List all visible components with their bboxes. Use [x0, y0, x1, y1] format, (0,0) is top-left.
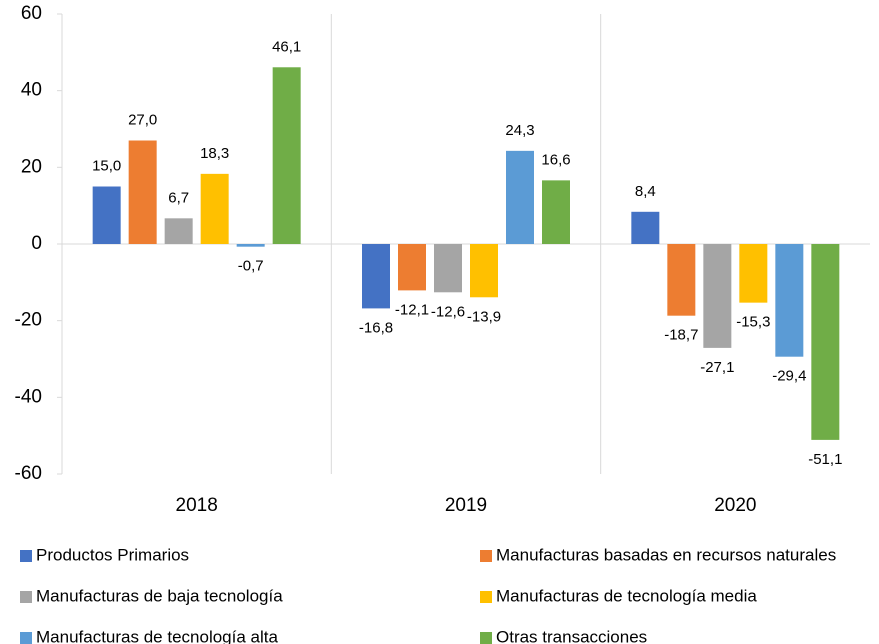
x-tick-label: 2020	[714, 495, 756, 516]
data-label: -0,7	[238, 258, 264, 275]
legend-swatch	[20, 591, 32, 603]
bar	[398, 244, 426, 291]
legend-label: Manufacturas basadas en recursos natural…	[496, 545, 836, 564]
data-label: 16,6	[541, 151, 570, 168]
legend-label: Manufacturas de tecnología alta	[36, 627, 278, 644]
data-label: -12,1	[395, 301, 429, 318]
data-label: 15,0	[92, 157, 121, 174]
bar	[362, 244, 390, 309]
legend-swatch	[480, 591, 492, 603]
y-tick-label: -40	[15, 386, 42, 407]
bar	[811, 244, 840, 440]
legend-swatch	[480, 550, 492, 562]
bar	[739, 244, 768, 303]
bar	[542, 180, 570, 244]
bar	[92, 186, 121, 244]
data-label: 46,1	[272, 38, 301, 55]
data-label: 8,4	[635, 183, 656, 200]
data-label: -51,1	[808, 451, 842, 468]
data-label: -29,4	[772, 368, 806, 385]
data-label: 24,3	[505, 122, 534, 139]
bar	[703, 244, 732, 348]
x-tick-label: 2018	[176, 495, 218, 516]
bar	[434, 244, 462, 293]
y-tick-label: -20	[15, 310, 42, 331]
data-label: 27,0	[128, 111, 157, 128]
data-label: -12,6	[431, 303, 465, 320]
y-tick-label: 60	[21, 3, 42, 24]
y-tick-label: 0	[31, 233, 42, 254]
bar	[506, 150, 534, 244]
legend-swatch	[480, 632, 492, 644]
bar	[775, 244, 804, 357]
bar	[164, 218, 193, 244]
data-label: -16,8	[359, 319, 393, 336]
legend-label: Manufacturas de tecnología media	[496, 586, 757, 605]
bar	[236, 244, 265, 247]
y-tick-label: -60	[15, 463, 42, 484]
data-label: -15,3	[736, 314, 770, 331]
data-label: 6,7	[168, 189, 189, 206]
x-tick-label: 2019	[445, 495, 487, 516]
y-tick-label: 40	[21, 80, 42, 101]
data-label: 18,3	[200, 145, 229, 162]
legend-label: Otras transacciones	[496, 627, 647, 644]
y-tick-label: 20	[21, 156, 42, 177]
data-label: -18,7	[664, 327, 698, 344]
bar	[200, 173, 229, 244]
bar	[667, 244, 696, 316]
legend-label: Manufacturas de baja tecnología	[36, 586, 283, 605]
legend-label: Productos Primarios	[36, 545, 189, 564]
bar	[470, 244, 498, 298]
bar	[128, 140, 157, 244]
legend-swatch	[20, 550, 32, 562]
data-label: -13,9	[467, 308, 501, 325]
data-label: -27,1	[700, 359, 734, 376]
legend-swatch	[20, 632, 32, 644]
bar	[631, 211, 660, 244]
bar	[272, 67, 301, 245]
